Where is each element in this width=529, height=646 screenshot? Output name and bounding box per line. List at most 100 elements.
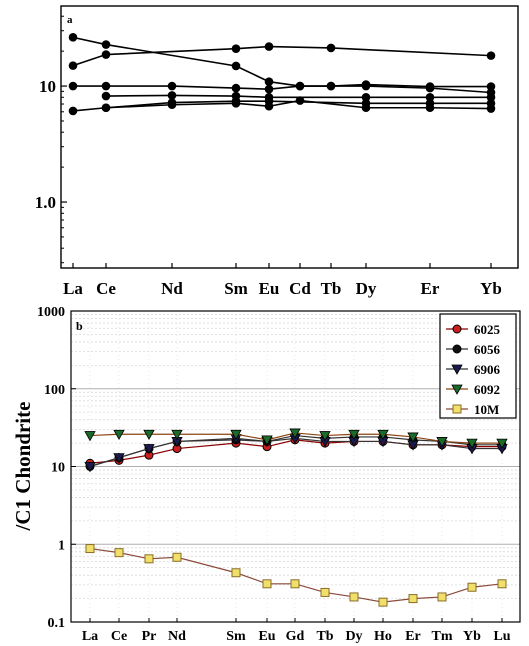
panel-a-data-point — [425, 99, 435, 108]
panel-a-data-point — [167, 81, 177, 91]
panel-b-data-point — [113, 429, 125, 441]
panel-a-x-tick-label: La — [63, 279, 83, 298]
panel-a-data-point — [231, 83, 241, 93]
panel-b-data-point — [377, 429, 389, 441]
panel-b-data-point — [289, 428, 301, 439]
panel-a-data-point — [361, 92, 371, 102]
panel-b-data-point — [349, 592, 359, 602]
panel-b-data-point — [407, 432, 419, 443]
panel-a-data-point — [264, 84, 274, 94]
panel-a-data-point — [361, 99, 371, 108]
panel-a-data-point — [486, 51, 496, 60]
panel-b-data-point — [319, 431, 331, 442]
panel-b-data-point — [408, 594, 418, 604]
panel-b-data-point — [452, 344, 462, 354]
panel-a-x-tick-label: Nd — [161, 279, 183, 298]
panel-a-data-point — [231, 96, 241, 106]
panel-a-data-point — [231, 44, 241, 53]
panel-b-data-point — [171, 429, 183, 441]
panel-a-data-point — [295, 81, 305, 91]
panel-b-x-tick-label: Ce — [111, 629, 127, 644]
panel-a-data-point — [486, 82, 496, 91]
panel-a-data-point — [101, 40, 111, 49]
panel-a-data-point — [68, 33, 78, 42]
panel-b-data-point — [320, 587, 330, 597]
panel-a-x-tick-label: Tb — [321, 279, 342, 298]
panel-b-x-tick-label: Dy — [345, 629, 362, 644]
panel-b-data-point — [451, 364, 463, 375]
panel-a-data-point — [425, 82, 435, 91]
panel-a-x-tick-label: Sm — [224, 279, 248, 298]
panel-b-y-tick-label: 0.1 — [48, 616, 66, 631]
panel-b-data-point — [496, 438, 508, 449]
panel-b-x-tick-label: Gd — [286, 629, 305, 644]
panel-b-x-tick-label: Tb — [316, 629, 333, 644]
panel-b-legend-label: 10M — [474, 402, 499, 417]
panel-b-x-tick-label: Pr — [142, 629, 157, 644]
panel-a-data-point — [361, 80, 371, 89]
panel-b-legend-label: 6906 — [474, 362, 501, 377]
panel-b-data-point — [467, 582, 477, 592]
panel-b-x-tick-label: La — [82, 629, 98, 644]
panel-b-data-point — [436, 437, 448, 448]
panel-b-x-tick-label: Tm — [432, 629, 453, 644]
panel-a-data-point — [101, 91, 111, 101]
panel-b-data-point — [452, 324, 462, 334]
panel-a-series-line — [72, 45, 492, 67]
panel-a-data-point — [68, 61, 78, 70]
panel-b-data-point — [466, 438, 478, 449]
panel-a-data-point — [231, 61, 241, 71]
panel-a-data-point — [68, 81, 78, 91]
panel-b-data-point — [290, 579, 300, 589]
panel-a-data-point — [264, 96, 274, 106]
panel-a-x-tick-label: Ce — [96, 279, 116, 298]
panel-b-data-point — [85, 544, 95, 554]
panel-a-x-tick-label: Yb — [480, 279, 502, 298]
panel-b-data-point — [261, 435, 273, 446]
panel-a-y-tick-label: 1.0 — [35, 193, 56, 212]
panel-a-data-point — [486, 92, 496, 102]
panel-a-data-point — [101, 81, 111, 91]
panel-a-data-point — [264, 42, 274, 51]
panel-a-series-line — [73, 83, 491, 90]
panel-b-x-tick-label: Ho — [374, 629, 392, 644]
panel-a-data-point — [167, 91, 177, 100]
panel-b-data-point — [113, 453, 125, 464]
panel-b-series-line — [89, 437, 502, 468]
panel-b-legend-label: 6025 — [474, 322, 501, 337]
panel-b-legend-label: 6092 — [474, 382, 500, 397]
panel-b-x-tick-label: Er — [405, 629, 421, 644]
panel-b-data-point — [84, 431, 96, 442]
panel-b-x-tick-label: Eu — [258, 629, 275, 644]
panel-a-x-tick-label: Dy — [356, 279, 377, 298]
panel-a-data-point — [101, 103, 111, 113]
panel-b-data-point — [84, 462, 96, 473]
panel-a-data-point — [68, 106, 78, 116]
panel-a-data-point — [326, 81, 336, 91]
panel-a-data-point — [167, 98, 177, 107]
panel-a-data-point — [425, 92, 435, 102]
panel-b-data-point — [114, 548, 124, 558]
panel-b-y-tick-label: 100 — [44, 383, 65, 398]
panel-a-data-point — [295, 96, 305, 105]
panel-b-y-axis-title: /C1 Chondrite — [11, 402, 35, 532]
panel-b-data-point — [230, 429, 242, 441]
panel-b-data-point — [262, 579, 272, 589]
panel-b-data-point — [497, 579, 507, 589]
panel-b-x-tick-label: Sm — [226, 629, 246, 644]
panel-b-data-point — [437, 592, 447, 602]
panel-b-y-tick-label: 10 — [51, 461, 65, 476]
panel-b-data-point — [451, 384, 463, 395]
panel-b-x-tick-label: Lu — [493, 629, 510, 644]
panel-b-label: b — [76, 319, 83, 333]
panel-a-y-tick-label: 10 — [39, 77, 56, 96]
panel-b-data-point — [348, 429, 360, 441]
panel-a-data-point — [486, 99, 496, 108]
panel-b-data-point — [452, 404, 462, 414]
panel-b: b 1000 100 10 1 0.1/C1 Chondrite La Ce Pr Nd Sm Eu G… — [11, 305, 521, 644]
panel-b-data-point — [143, 429, 155, 441]
panel-a-data-point — [101, 50, 111, 59]
panel-b-data-point — [143, 444, 155, 455]
panel-a-x-tick-label: Er — [421, 279, 440, 298]
